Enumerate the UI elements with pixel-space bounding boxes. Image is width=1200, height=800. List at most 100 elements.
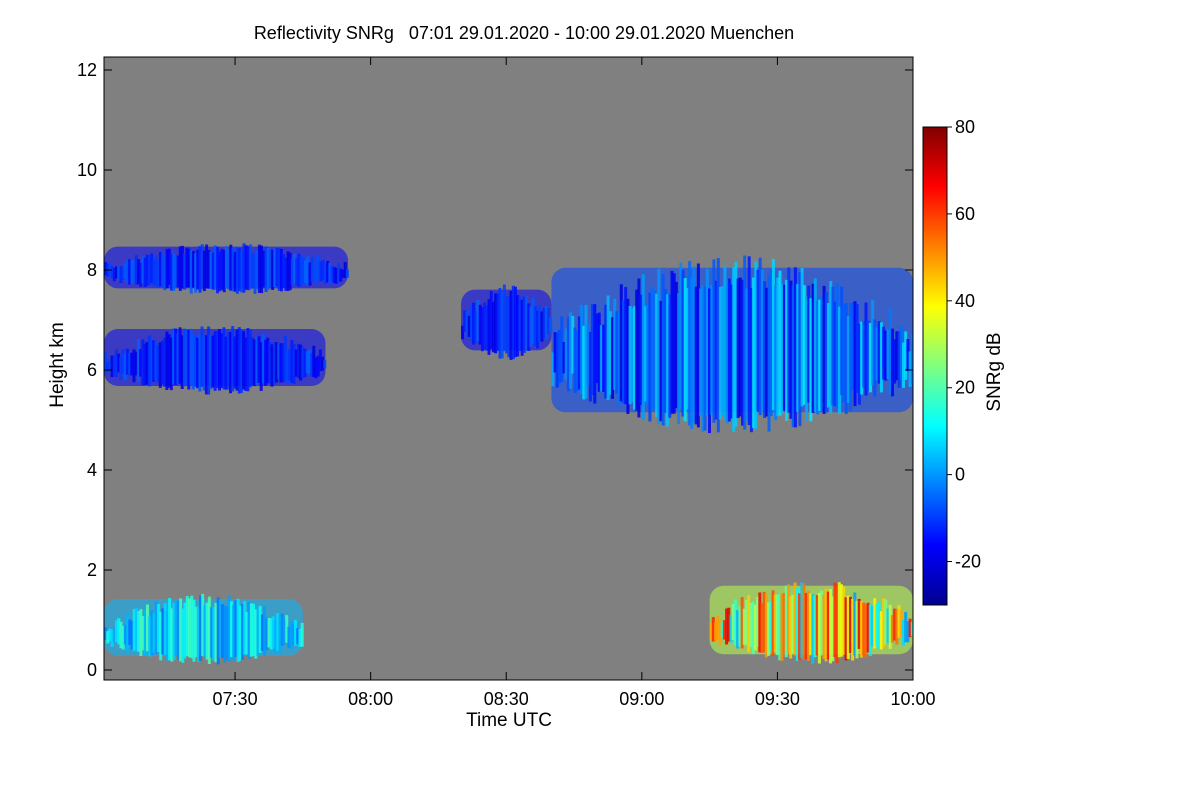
echo-streak (190, 595, 194, 659)
echo-streak (542, 307, 546, 339)
echo-streak (577, 316, 581, 390)
echo-streak (893, 339, 897, 384)
echo-streak (818, 299, 822, 411)
echo-streak (289, 621, 293, 649)
echo-streak (265, 617, 269, 650)
echo-streak (185, 247, 189, 288)
echo-streak (290, 340, 294, 383)
echo-region-2 (104, 326, 327, 395)
echo-streak (216, 597, 220, 665)
echo-streak (292, 344, 296, 385)
y-axis-label: Height km (47, 322, 68, 408)
echo-streak (646, 304, 650, 406)
echo-streak (711, 617, 715, 642)
echo-streak (804, 592, 808, 660)
echo-streak (906, 339, 910, 371)
echo-streak (115, 620, 118, 643)
echo-streak (104, 627, 107, 640)
echo-streak (112, 355, 116, 377)
echo-streak (299, 255, 303, 286)
echo-streak (251, 252, 255, 289)
echo-streak (566, 316, 570, 392)
echo-streak (128, 259, 132, 285)
echo-streak (806, 590, 810, 661)
echo-streak (857, 598, 861, 649)
echo-streak (551, 352, 555, 387)
echo-streak (233, 252, 237, 292)
echo-streak (851, 302, 855, 390)
echo-streak (165, 331, 169, 390)
echo-streak (884, 330, 888, 381)
echo-streak (835, 283, 839, 408)
echo-streak (167, 334, 171, 388)
echo-streak (753, 604, 757, 651)
echo-streak (846, 316, 850, 403)
echo-streak (787, 267, 791, 413)
echo-region-1 (104, 243, 349, 294)
echo-streak (170, 608, 174, 662)
echo-streak (533, 306, 537, 347)
echo-streak (181, 608, 185, 663)
echo-streak (283, 335, 287, 379)
echo-streak (751, 601, 755, 655)
echo-streak (112, 267, 116, 282)
echo-streak (185, 329, 189, 386)
echo-streak (246, 245, 250, 291)
echo-streak (719, 287, 722, 420)
echo-streak (833, 582, 837, 658)
echo-streak (859, 601, 863, 658)
colorbar-tick-label: 40 (955, 291, 975, 311)
echo-streak (204, 335, 208, 395)
echo-streak (593, 304, 597, 404)
echo-streak (875, 327, 879, 381)
echo-streak (569, 312, 573, 389)
echo-streak (784, 585, 788, 658)
echo-streak (182, 328, 186, 387)
echo-streak (860, 321, 864, 395)
echo-streak (263, 606, 267, 656)
echo-streak (496, 293, 500, 351)
echo-streak (167, 248, 171, 285)
echo-streak (908, 351, 912, 387)
echo-streak (159, 611, 163, 661)
echo-streak (536, 310, 539, 349)
echo-streak (716, 615, 720, 639)
echo-streak (296, 628, 300, 645)
echo-streak (172, 328, 175, 385)
echo-streak (128, 352, 132, 376)
echo-streak (520, 299, 524, 356)
echo-streak (134, 255, 138, 285)
echo-streak (650, 286, 654, 412)
echo-streak (259, 342, 263, 391)
echo-streak (467, 315, 471, 337)
echo-streak (315, 256, 319, 286)
colorbar-tick-label: -20 (955, 552, 981, 572)
echo-streak (183, 602, 187, 659)
echo-streak (180, 335, 184, 389)
echo-streak (303, 348, 307, 378)
echo-streak (115, 349, 118, 378)
echo-region-6 (709, 582, 913, 664)
echo-streak (690, 277, 694, 429)
echo-streak (730, 284, 733, 419)
echo-streak (244, 337, 248, 391)
echo-streak (187, 330, 191, 390)
y-tick-label: 6 (87, 360, 97, 380)
echo-streak (187, 248, 191, 288)
echo-streak (498, 288, 502, 359)
echo-streak (194, 253, 198, 293)
echo-streak (683, 278, 687, 422)
echo-streak (305, 351, 309, 374)
echo-streak (853, 301, 857, 407)
echo-streak (278, 614, 282, 653)
echo-streak (571, 316, 575, 374)
echo-streak (308, 262, 312, 286)
echo-streak (294, 349, 298, 377)
echo-streak (201, 593, 205, 657)
echo-streak (795, 587, 799, 661)
echo-streak (703, 286, 707, 431)
echo-streak (491, 301, 495, 353)
echo-streak (214, 602, 218, 663)
echo-streak (840, 286, 844, 395)
echo-streak (644, 306, 647, 402)
